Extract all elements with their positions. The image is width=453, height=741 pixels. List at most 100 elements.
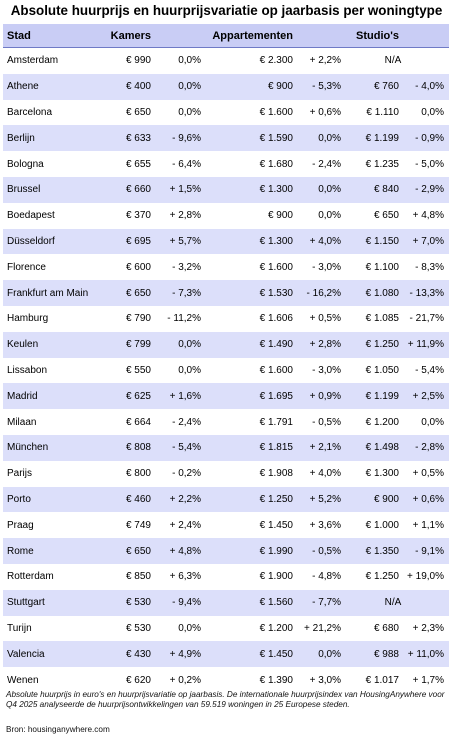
city-cell: Athene <box>7 81 39 93</box>
city-cell: München <box>7 442 49 454</box>
apartments-change-cell: + 0,9% <box>309 390 341 402</box>
apartments-price-cell: € 1.680 <box>259 158 293 170</box>
city-cell: Barcelona <box>7 106 53 118</box>
studios-change-cell: - 21,7% <box>409 313 444 325</box>
studios-change-cell: + 19,0% <box>407 571 444 583</box>
rooms-change-cell: - 9,4% <box>172 597 201 609</box>
city-cell: Rome <box>7 545 34 557</box>
apartments-price-cell: € 900 <box>267 81 293 93</box>
rooms-change-cell: + 2,2% <box>169 493 201 505</box>
rooms-price-cell: € 749 <box>125 519 151 531</box>
rooms-change-cell: + 4,9% <box>169 648 201 660</box>
studios-change-cell: + 4,8% <box>412 210 444 222</box>
rooms-change-cell: + 4,8% <box>169 545 201 557</box>
table-row: Florence € 600 - 3,2% € 1.600 - 3,0% € 1.100 -… <box>3 254 449 280</box>
studios-price-cell: € 1.199 <box>365 132 399 144</box>
header-studios: Studio's <box>356 29 399 42</box>
studios-price-cell: € 988 <box>373 648 399 660</box>
apartments-price-cell: € 1.450 <box>259 648 293 660</box>
studios-change-cell: + 2,3% <box>412 622 444 634</box>
city-cell: Amsterdam <box>7 55 59 67</box>
apartments-change-cell: - 5,3% <box>312 81 341 93</box>
rooms-price-cell: € 625 <box>125 390 151 402</box>
table-row: Hamburg € 790 - 11,2% € 1.606 + 0,5% € 1.085-… <box>3 306 449 332</box>
rooms-price-cell: € 695 <box>125 235 151 247</box>
apartments-change-cell: - 3,0% <box>312 261 341 273</box>
apartments-change-cell: + 2,2% <box>309 55 341 67</box>
apartments-price-cell: € 1.300 <box>259 235 293 247</box>
studios-price-cell: € 900 <box>373 493 399 505</box>
apartments-price-cell: € 1.560 <box>259 597 293 609</box>
rooms-change-cell: + 2,8% <box>169 210 201 222</box>
rooms-change-cell: - 0,2% <box>172 468 201 480</box>
rooms-price-cell: € 650 <box>125 106 151 118</box>
apartments-change-cell: + 4,0% <box>309 235 341 247</box>
city-cell: Milaan <box>7 416 37 428</box>
rooms-price-cell: € 664 <box>125 416 151 428</box>
rent-table: Stad Kamers Appartementen Studio's Amste… <box>3 24 449 693</box>
apartments-price-cell: € 1.490 <box>259 339 293 351</box>
apartments-price-cell: € 1.908 <box>259 468 293 480</box>
apartments-change-cell: + 0,5% <box>309 313 341 325</box>
apartments-price-cell: € 1.900 <box>259 571 293 583</box>
rooms-change-cell: - 5,4% <box>172 442 201 454</box>
rooms-price-cell: € 400 <box>125 81 151 93</box>
table-row: Stuttgart € 530 - 9,4% € 1.560 - 7,7% N/A <box>3 589 449 616</box>
studios-price-cell: € 680 <box>373 622 399 634</box>
table-row: Boedapest € 370 + 2,8% € 900 0,0% € 650 + 4,8% <box>3 203 449 229</box>
city-cell: Hamburg <box>7 313 49 325</box>
apartments-change-cell: 0,0% <box>318 648 341 660</box>
studios-price-cell: € 840 <box>373 184 399 196</box>
rooms-change-cell: - 7,3% <box>172 287 201 299</box>
rooms-price-cell: € 530 <box>125 622 151 634</box>
rooms-change-cell: + 1,6% <box>169 390 201 402</box>
rooms-price-cell: € 430 <box>125 648 151 660</box>
studios-change-cell: - 8,3% <box>415 261 444 273</box>
table-row: Barcelona € 650 0,0% € 1.600 + 0,6% € 1.110 0,… <box>3 100 449 126</box>
table-row: Milaan € 664 - 2,4% € 1.791 - 0,5% € 1.200 0,0… <box>3 409 449 435</box>
city-cell: Parijs <box>7 468 33 480</box>
apartments-change-cell: + 2,8% <box>309 339 341 351</box>
table-row: Parijs € 800 - 0,2% € 1.908 + 4,0% € 1.300 + 0… <box>3 461 449 487</box>
table-row: Porto € 460 + 2,2% € 1.250 + 5,2% € 900 + 0,6% <box>3 486 449 513</box>
apartments-change-cell: - 4,8% <box>312 571 341 583</box>
rooms-price-cell: € 650 <box>125 287 151 299</box>
rooms-price-cell: € 790 <box>125 313 151 325</box>
table-row: München € 808 - 5,4% € 1.815 + 2,1% € 1.498 - … <box>3 434 449 461</box>
rooms-price-cell: € 633 <box>125 132 151 144</box>
apartments-price-cell: € 1.600 <box>259 106 293 118</box>
table-row: Lissabon € 550 0,0% € 1.600 - 3,0% € 1.050 - 5… <box>3 358 449 384</box>
studios-change-cell: + 0,5% <box>412 468 444 480</box>
studios-price-cell: € 1.200 <box>365 416 399 428</box>
rooms-price-cell: € 600 <box>125 261 151 273</box>
rooms-change-cell: 0,0% <box>178 106 201 118</box>
studios-price-cell: N/A <box>384 597 402 609</box>
studios-price-cell: € 1.350 <box>365 545 399 557</box>
apartments-change-cell: + 5,2% <box>309 493 341 505</box>
rooms-change-cell: + 2,4% <box>169 519 201 531</box>
studios-price-cell: € 1.050 <box>365 364 399 376</box>
studios-change-cell: - 5,0% <box>415 158 444 170</box>
table-row: Madrid € 625 + 1,6% € 1.695 + 0,9% € 1.199 + 2… <box>3 383 449 410</box>
table-row: Düsseldorf € 695 + 5,7% € 1.300 + 4,0% € 1.15… <box>3 228 449 255</box>
apartments-change-cell: - 2,4% <box>312 158 341 170</box>
apartments-price-cell: € 1.300 <box>259 184 293 196</box>
apartments-price-cell: € 1.695 <box>259 390 293 402</box>
city-cell: Bologna <box>7 158 44 170</box>
apartments-change-cell: + 3,0% <box>309 674 341 686</box>
rooms-price-cell: € 990 <box>125 55 151 67</box>
rooms-change-cell: - 9,6% <box>172 132 201 144</box>
rooms-change-cell: 0,0% <box>178 55 201 67</box>
city-cell: Porto <box>7 493 31 505</box>
studios-change-cell: 0,0% <box>421 416 444 428</box>
rooms-change-cell: - 2,4% <box>172 416 201 428</box>
rooms-price-cell: € 460 <box>125 493 151 505</box>
table-row: Keulen € 799 0,0% € 1.490 + 2,8% € 1.250 + 11,… <box>3 331 449 358</box>
chart-title: Absolute huurprijs en huurprijsvariatie … <box>10 3 443 18</box>
table-row: Frankfurt am Main € 650 - 7,3% € 1.530 - 16,… <box>3 280 449 306</box>
apartments-price-cell: € 2.300 <box>259 55 293 67</box>
apartments-price-cell: € 1.200 <box>259 622 293 634</box>
rooms-price-cell: € 799 <box>125 339 151 351</box>
apartments-price-cell: € 1.590 <box>259 132 293 144</box>
